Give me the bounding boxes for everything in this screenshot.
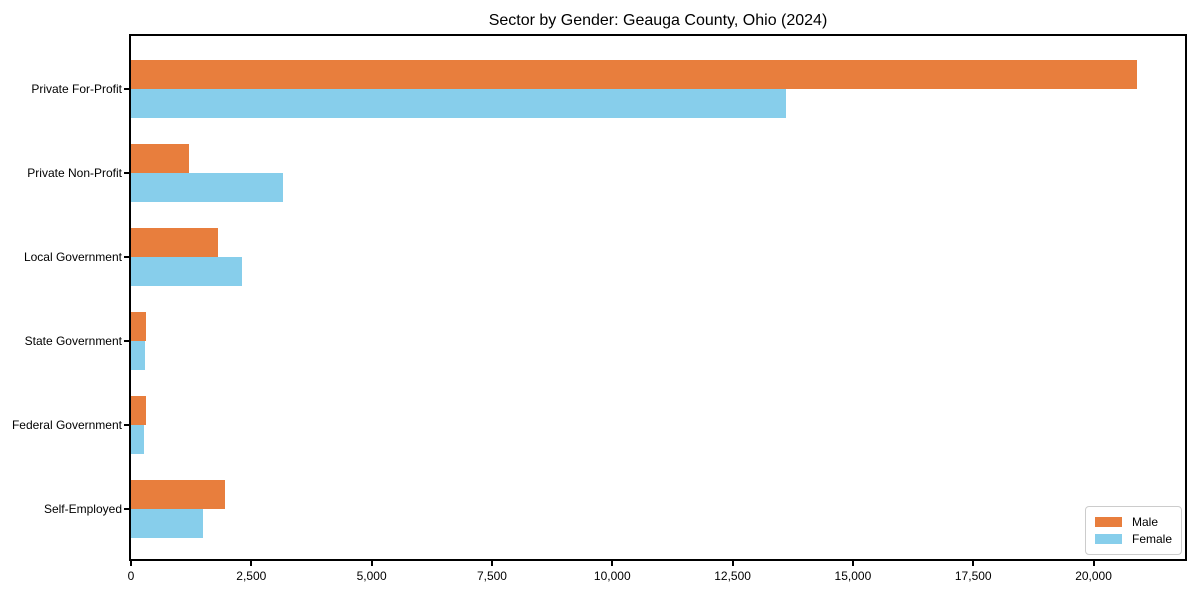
legend-label-female: Female <box>1131 532 1172 546</box>
x-tick-mark-2500 <box>250 561 253 566</box>
y-tick-mark-self-employed <box>124 508 129 510</box>
bar-male-private-non-profit <box>131 143 189 173</box>
y-tick-mark-private-non-profit <box>124 171 129 174</box>
legend: Male Female <box>1084 506 1182 555</box>
x-tick-mark-17500 <box>972 561 975 566</box>
y-tick-mark-local-government <box>124 255 129 258</box>
x-tick-label-12500: 12,500 <box>714 569 751 583</box>
x-tick-label-2500: 2,500 <box>236 569 267 583</box>
legend-swatch-male <box>1094 517 1122 527</box>
x-tick-mark-12500 <box>731 561 734 566</box>
x-tick-mark-5000 <box>370 561 373 566</box>
x-tick-label-10000: 10,000 <box>593 569 631 583</box>
x-tick-mark-20000 <box>1092 561 1095 566</box>
y-tick-mark-private-for-profit <box>124 87 129 90</box>
x-tick-mark-0 <box>130 561 132 566</box>
chart-title: Sector by Gender: Geauga County, Ohio (2… <box>488 12 828 29</box>
x-tick-mark-15000 <box>851 561 854 566</box>
x-tick-label-20000: 20,000 <box>1075 569 1112 583</box>
category-label-state-government: State Government <box>24 333 122 348</box>
bar-female-state-government <box>131 340 146 370</box>
category-label-private-for-profit: Private For-Profit <box>31 81 122 96</box>
legend-entry-male: Male <box>1094 515 1172 529</box>
legend-label-male: Male <box>1131 515 1158 529</box>
x-tick-mark-7500 <box>490 561 493 566</box>
x-tick-label-17500: 17,500 <box>954 569 992 583</box>
bar-male-local-government <box>131 227 218 257</box>
bar-female-federal-government <box>131 424 144 454</box>
category-label-private-non-profit: Private Non-Profit <box>27 165 122 180</box>
bar-female-private-for-profit <box>131 88 786 118</box>
x-tick-label-5000: 5,000 <box>356 569 387 583</box>
y-tick-mark-federal-government <box>124 423 129 426</box>
x-tick-label-15000: 15,000 <box>834 569 872 583</box>
category-label-local-government: Local Government <box>23 249 122 264</box>
category-label-self-employed: Self-Employed <box>43 502 122 516</box>
bar-male-self-employed <box>131 480 225 509</box>
bar-female-self-employed <box>131 509 204 538</box>
bar-male-private-for-profit <box>131 59 1137 89</box>
x-tick-label-7500: 7,500 <box>476 569 507 583</box>
legend-swatch-female <box>1094 534 1122 544</box>
legend-entry-female: Female <box>1094 532 1172 546</box>
bar-female-local-government <box>131 256 242 286</box>
bar-male-federal-government <box>131 395 147 425</box>
plot-area: Male Female Private For-Profit Private Non… <box>12 34 1187 583</box>
bar-female-private-non-profit <box>131 172 283 202</box>
category-label-federal-government: Federal Government <box>11 417 122 432</box>
bar-male-state-government <box>131 311 146 341</box>
y-tick-mark-state-government <box>124 339 129 342</box>
x-tick-label-0: 0 <box>127 569 135 583</box>
x-tick-mark-10000 <box>611 561 614 566</box>
